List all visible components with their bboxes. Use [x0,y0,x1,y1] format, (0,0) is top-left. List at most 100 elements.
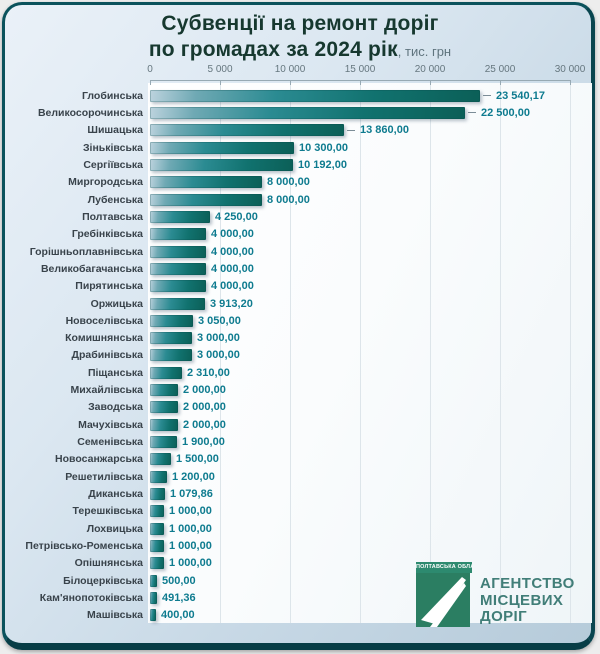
x-axis-tick [500,80,501,85]
category-label: Лубенська [87,193,143,206]
logo-text-line2: МІСЦЕВИХ [480,591,564,609]
x-axis-tick-label: 5 000 [207,64,233,75]
value-label: 8 000,00 [267,176,310,189]
chart-row: Лубенська 8 000,00 [0,191,600,208]
chart-row: Опішнянська 1 000,00 [0,555,600,572]
category-label: Оржицька [90,297,143,310]
category-label: Новосанжарська [55,453,143,466]
bar-rows: Глобинська 23 540,17 Великосорочинська 22 5… [0,87,600,624]
value-label: 1 900,00 [182,436,225,449]
value-label: 491,36 [162,592,196,604]
bar [150,505,164,518]
x-axis-tick-label: 30 000 [554,64,586,75]
value-label: 400,00 [161,609,195,622]
chart-row: Драбинівська 3 000,00 [0,347,600,364]
value-label: 1 000,00 [169,522,212,535]
category-label: Драбинівська [71,349,143,362]
bar [150,158,293,171]
bar [150,193,262,206]
value-label: 10 300,00 [299,141,348,154]
chart-unit-label: , тис. грн [397,44,452,59]
x-axis-tick [570,80,571,85]
chart-row: Горішньоплавнівська 4 000,00 [0,243,600,260]
category-label: Комишнянська [65,332,143,345]
bar [150,540,164,553]
value-label: 1 000,00 [169,557,212,570]
bar [150,436,177,449]
bar [150,245,206,258]
road-icon-svg [416,573,470,627]
chart-row: Петрівсько-Роменська 1 000,00 [0,537,600,554]
category-label: Кам'янопотоківська [39,592,143,604]
leader-dash [468,112,476,114]
value-label: 3 000,00 [197,332,240,345]
gridline [430,83,431,623]
bar [150,401,178,414]
value-label: 3 000,00 [197,349,240,362]
chart-row: Решетилівська 1 200,00 [0,468,600,485]
value-label: 2 000,00 [183,384,226,397]
gridline [360,83,361,623]
gridline [220,83,221,623]
x-axis-tick [290,80,291,85]
category-label: Новоселівська [65,314,143,327]
category-label: Пирятинська [75,280,143,293]
category-label: Терешківська [72,505,144,518]
bar [150,522,164,535]
value-label: 1 000,00 [169,540,212,553]
bar [150,349,192,362]
category-label: Заводська [88,401,143,414]
bar [150,176,262,189]
logo-region-label: ПОЛТАВСЬКА ОБЛАСТЬ [416,562,472,573]
chart-row: Білоцерківська 500,00 [0,572,600,589]
chart-row: Семенівська 1 900,00 [0,433,600,450]
category-label: Глобинська [81,89,143,102]
chart-row: Шишацька 13 860,00 [0,122,600,139]
bar [150,297,205,310]
bar [150,609,156,622]
chart-row: Заводська 2 000,00 [0,399,600,416]
value-label: 8 000,00 [267,193,310,206]
bar [150,89,480,102]
logo-text: АГЕНТСТВО МІСЦЕВИХ ДОРІГ [480,575,575,626]
chart-row: Комишнянська 3 000,00 [0,330,600,347]
chart-row: Диканська 1 079,86 [0,485,600,502]
bar [150,366,182,379]
category-label: Решетилівська [65,470,143,483]
bar [150,470,167,483]
bar [150,592,157,604]
category-label: Михайлівська [70,384,143,397]
gridline [290,83,291,623]
category-label: Миргородська [68,176,143,189]
value-label: 2 000,00 [183,401,226,414]
x-axis-tick [220,80,221,85]
chart-row: Піщанська 2 310,00 [0,364,600,381]
chart-row: Новоселівська 3 050,00 [0,312,600,329]
bar [150,314,193,327]
road-logo-icon [416,573,470,627]
category-label: Зіньківська [82,141,143,154]
plot-area [148,83,592,623]
value-label: 1 200,00 [172,470,215,483]
value-label: 4 000,00 [211,245,254,258]
chart-row: Лохвицька 1 000,00 [0,520,600,537]
value-label: 1 500,00 [176,453,219,466]
value-label: 3 050,00 [198,314,241,327]
chart-row: Сергіївська 10 192,00 [0,156,600,173]
category-label: Великобагачанська [40,262,143,275]
x-axis-tick [430,80,431,85]
bar [150,280,206,293]
value-label: 22 500,00 [481,106,530,119]
chart-row: Великосорочинська 22 500,00 [0,104,600,121]
bar [150,488,165,501]
gridline [570,83,571,623]
category-label: Машівська [87,609,143,622]
value-label: 13 860,00 [360,124,409,137]
value-label: 1 079,86 [170,488,213,501]
chart-row: Машівська 400,00 [0,607,600,624]
bar [150,574,157,587]
category-label: Мачухівська [78,418,143,431]
chart-row: Михайлівська 2 000,00 [0,381,600,398]
category-label: Гребінківська [71,228,143,241]
